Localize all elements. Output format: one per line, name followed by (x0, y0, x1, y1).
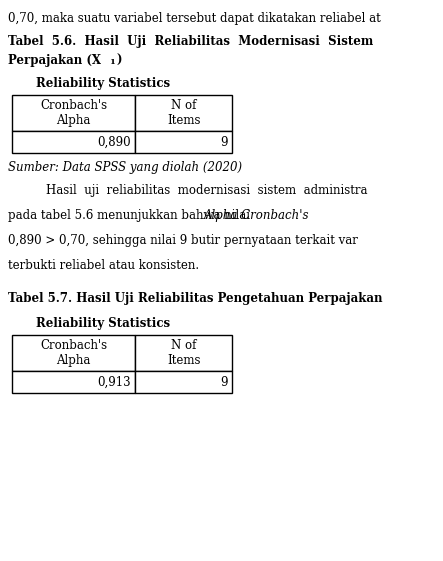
Text: ): ) (116, 54, 121, 67)
Bar (135, 131, 232, 153)
Text: 1: 1 (109, 58, 115, 66)
Bar (12, 371, 135, 393)
Text: Sumber: Data SPSS yang diolah (2020): Sumber: Data SPSS yang diolah (2020) (8, 161, 242, 174)
Text: N of
Items: N of Items (167, 339, 200, 367)
Bar (135, 335, 232, 371)
Bar (12, 131, 135, 153)
Text: 0,70, maka suatu variabel tersebut dapat dikatakan reliabel at: 0,70, maka suatu variabel tersebut dapat… (8, 12, 381, 25)
Text: N of
Items: N of Items (167, 99, 200, 127)
Text: Reliability Statistics: Reliability Statistics (36, 317, 170, 330)
Text: 0,890: 0,890 (97, 136, 131, 149)
Text: 9: 9 (221, 136, 228, 149)
Text: Tabel 5.7. Hasil Uji Reliabilitas Pengetahuan Perpajakan: Tabel 5.7. Hasil Uji Reliabilitas Penget… (8, 292, 382, 305)
Bar (12, 335, 135, 371)
Bar (12, 95, 135, 131)
Text: Cronbach's
Alpha: Cronbach's Alpha (40, 339, 107, 367)
Bar (135, 95, 232, 131)
Text: 0,913: 0,913 (97, 375, 131, 389)
Text: Alpha Cronbach's: Alpha Cronbach's (204, 209, 310, 222)
Text: Reliability Statistics: Reliability Statistics (36, 77, 170, 90)
Text: 0,890 > 0,70, sehingga nilai 9 butir pernyataan terkait var: 0,890 > 0,70, sehingga nilai 9 butir per… (8, 234, 358, 247)
Text: Cronbach's
Alpha: Cronbach's Alpha (40, 99, 107, 127)
Text: Perpajakan (X: Perpajakan (X (8, 54, 101, 67)
Text: pada tabel 5.6 menunjukkan bahwa nilai: pada tabel 5.6 menunjukkan bahwa nilai (8, 209, 254, 222)
Bar (135, 371, 232, 393)
Text: Tabel  5.6.  Hasil  Uji  Reliabilitas  Modernisasi  Sistem: Tabel 5.6. Hasil Uji Reliabilitas Modern… (8, 35, 373, 48)
Text: terbukti reliabel atau konsisten.: terbukti reliabel atau konsisten. (8, 259, 199, 272)
Text: Hasil  uji  reliabilitas  modernisasi  sistem  administra: Hasil uji reliabilitas modernisasi siste… (46, 184, 368, 197)
Text: 9: 9 (221, 375, 228, 389)
